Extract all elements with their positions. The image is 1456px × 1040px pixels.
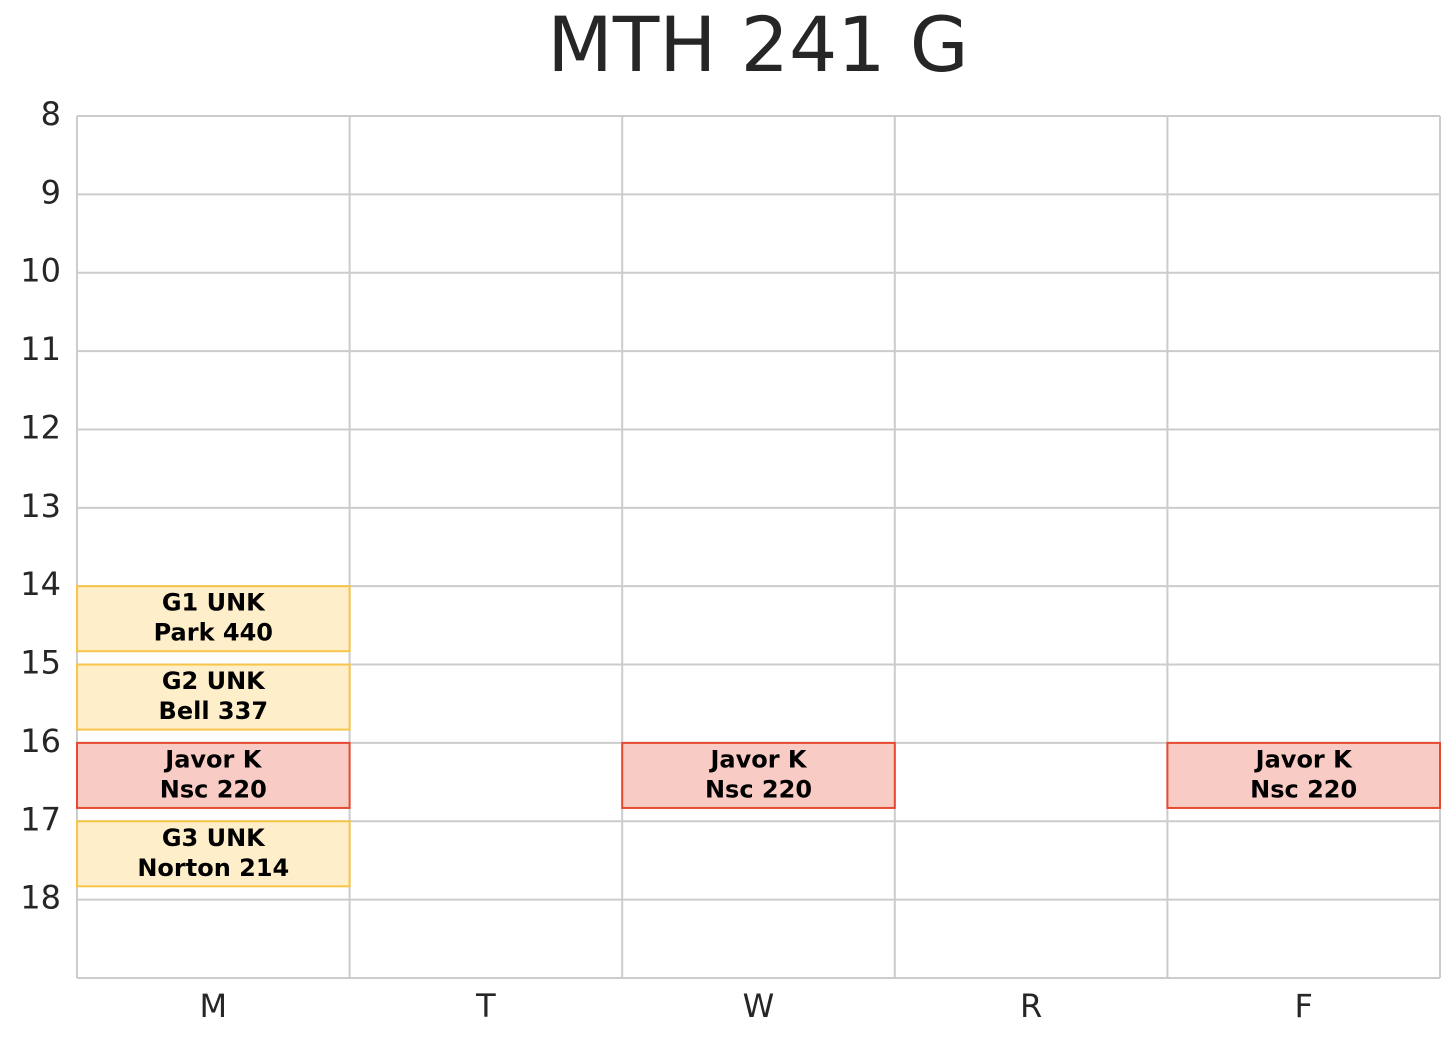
event-block [76,663,351,731]
y-tick-label: 16 [20,722,61,760]
x-tick-label: T [475,987,496,1025]
event-label: Javor K [1254,745,1353,773]
event-block [76,820,351,888]
x-tick-label: R [1020,987,1042,1025]
x-tick-label: M [199,987,227,1025]
x-tick-label: W [743,987,775,1025]
y-tick-label: 17 [20,800,61,838]
y-tick-label: 13 [20,487,61,525]
event-label: Javor K [708,745,807,773]
event-label: Nsc 220 [705,775,812,803]
event-label: G2 UNK [162,667,266,695]
event-block [76,585,351,653]
y-tick-label: 10 [20,252,61,290]
event-label: Bell 337 [159,697,268,725]
event-block [621,741,896,809]
x-tick-label: F [1294,987,1312,1025]
y-tick-label: 8 [41,95,61,133]
y-tick-label: 14 [20,565,61,603]
event-block [76,741,351,809]
event-label: Nsc 220 [160,775,267,803]
event-label: G1 UNK [162,589,266,617]
event-label: Javor K [163,745,262,773]
y-tick-label: 12 [20,408,61,446]
chart-title: MTH 241 G [547,0,968,89]
y-tick-label: 15 [20,644,61,682]
y-tick-label: 18 [20,879,61,917]
event-block [1166,741,1442,809]
y-tick-label: 9 [41,173,61,211]
event-label: Nsc 220 [1250,775,1357,803]
event-label: Norton 214 [137,854,289,882]
y-tick-label: 11 [20,330,61,368]
event-label: G3 UNK [162,824,266,852]
event-label: Park 440 [154,619,273,647]
